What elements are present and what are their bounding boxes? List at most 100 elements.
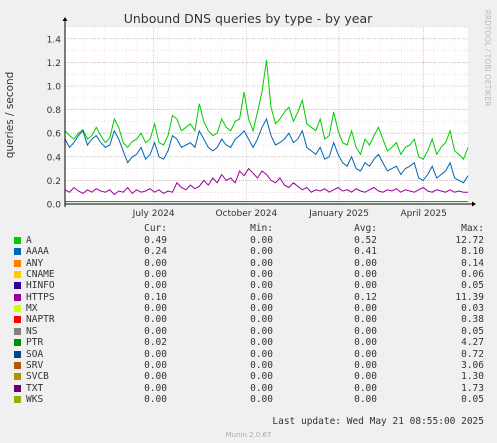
legend-name: A — [26, 235, 32, 246]
y-tick-label: 1.4 — [47, 35, 62, 45]
legend-row-ptr: PTR 0.02 0.00 0.00 4.27 — [0, 337, 497, 349]
legend-max: 0.05 — [461, 325, 484, 337]
legend-min: 0.00 — [250, 337, 273, 349]
legend-name: HTTPS — [26, 291, 55, 303]
legend-swatch — [14, 248, 21, 256]
x-tick-label: October 2024 — [215, 209, 277, 219]
legend-header-max: Max: — [461, 223, 484, 234]
legend-cur: 0.00 — [144, 348, 167, 360]
legend-avg: 0.00 — [354, 359, 377, 371]
legend-avg: 0.52 — [354, 235, 377, 246]
legend-row-soa: SOA 0.00 0.00 0.00 0.72 — [0, 349, 497, 361]
legend-avg: 0.41 — [354, 246, 377, 258]
legend-max: 0.06 — [461, 269, 484, 281]
legend-row-naptr: NAPTR 0.00 0.00 0.00 0.38 — [0, 314, 497, 326]
legend-swatch — [14, 237, 21, 244]
legend-min: 0.00 — [250, 359, 273, 371]
legend-row-srv: SRV 0.00 0.00 0.00 3.06 — [0, 360, 497, 372]
legend-cur: 0.00 — [144, 280, 167, 292]
legend-name: HINFO — [26, 280, 55, 292]
axes — [62, 17, 476, 207]
legend-min: 0.00 — [250, 291, 273, 303]
legend-min: 0.00 — [250, 314, 273, 326]
x-tick-label: July 2024 — [132, 209, 175, 219]
y-tick-label: 1.2 — [47, 59, 61, 69]
legend-row-cname: CNAME 0.00 0.00 0.00 0.06 — [0, 269, 497, 281]
legend-min: 0.00 — [250, 371, 273, 383]
legend-swatch — [14, 259, 21, 267]
legend-row-svcb: SVCB 0.00 0.00 0.00 1.30 — [0, 371, 497, 383]
x-axis-arrow — [472, 201, 476, 207]
legend-max: 0.05 — [461, 280, 484, 292]
y-tick-label: 0.4 — [47, 153, 62, 163]
legend-avg: 0.00 — [354, 337, 377, 349]
legend-swatch — [14, 373, 21, 381]
legend-max: 1.73 — [461, 382, 484, 394]
legend-name: PTR — [26, 337, 44, 349]
legend-cur: 0.00 — [144, 371, 167, 383]
legend-name: SRV — [26, 359, 44, 371]
legend-max: 3.06 — [461, 359, 484, 371]
legend-row-hinfo: HINFO 0.00 0.00 0.00 0.05 — [0, 280, 497, 292]
legend-cur: 0.00 — [144, 359, 167, 371]
legend-name: AAAA — [26, 246, 49, 258]
legend-name: MX — [26, 303, 38, 315]
legend-header-min: Min: — [250, 223, 273, 234]
legend-swatch — [14, 293, 21, 301]
legend-name: WKS — [26, 393, 44, 405]
x-tick-label: January 2025 — [308, 209, 369, 219]
legend-avg: 0.00 — [354, 314, 377, 326]
legend-min: 0.00 — [250, 303, 273, 315]
legend-avg: 0.00 — [354, 257, 377, 269]
legend-swatch — [14, 395, 21, 403]
legend-min: 0.00 — [250, 257, 273, 269]
legend-min: 0.00 — [250, 325, 273, 337]
legend-swatch — [14, 271, 21, 279]
legend-max: 4.27 — [461, 337, 484, 349]
munin-version: Munin 2.0.67 — [225, 431, 272, 439]
legend-avg: 0.00 — [354, 303, 377, 315]
legend-avg: 0.00 — [354, 393, 377, 405]
legend-row-txt: TXT 0.00 0.00 0.00 1.73 — [0, 383, 497, 395]
y-tick-label: 0.2 — [47, 177, 61, 187]
series-line-aaaa — [64, 117, 469, 184]
legend-min: 0.00 — [250, 348, 273, 360]
y-tick-label: 0.6 — [47, 130, 62, 140]
legend-min: 0.00 — [250, 235, 273, 246]
legend-min: 0.00 — [250, 393, 273, 405]
chart-title: Unbound DNS queries by type - by year — [124, 11, 373, 26]
legend-avg: 0.00 — [354, 280, 377, 292]
legend-row-https: HTTPS 0.10 0.00 0.12 11.39 — [0, 292, 497, 304]
legend-avg: 0.00 — [354, 371, 377, 383]
legend-avg: 0.00 — [354, 348, 377, 360]
legend-max: 0.38 — [461, 314, 484, 326]
legend-cur: 0.00 — [144, 257, 167, 269]
legend-min: 0.00 — [250, 246, 273, 258]
legend-min: 0.00 — [250, 382, 273, 394]
y-tick-label: 0.8 — [47, 106, 62, 116]
legend-min: 0.00 — [250, 269, 273, 281]
legend-cur: 0.00 — [144, 393, 167, 405]
last-update: Last update: Wed May 21 08:55:00 2025 — [272, 416, 484, 427]
legend-name: SOA — [26, 348, 44, 360]
legend-cur: 0.10 — [144, 291, 167, 303]
y-tick-label: 1.0 — [47, 83, 62, 93]
x-tick-label: April 2025 — [400, 209, 446, 219]
legend-swatch — [14, 339, 21, 347]
legend-header-cur: Cur: — [144, 223, 167, 234]
legend-cur: 0.00 — [144, 303, 167, 315]
legend-name: NAPTR — [26, 314, 55, 326]
legend-header-avg: Avg: — [354, 223, 377, 234]
legend-swatch — [14, 361, 21, 369]
legend-max: 12.72 — [455, 235, 484, 246]
series-layer — [64, 59, 469, 203]
legend-cur: 0.00 — [144, 382, 167, 394]
legend-swatch — [14, 384, 21, 392]
legend-max: 0.14 — [461, 257, 484, 269]
legend-name: SVCB — [26, 371, 49, 383]
legend-avg: 0.00 — [354, 382, 377, 394]
legend-avg: 0.00 — [354, 269, 377, 281]
watermark: RRDTOOL / TOBI OETIKER — [483, 10, 492, 107]
legend-cur: 0.24 — [144, 246, 167, 258]
